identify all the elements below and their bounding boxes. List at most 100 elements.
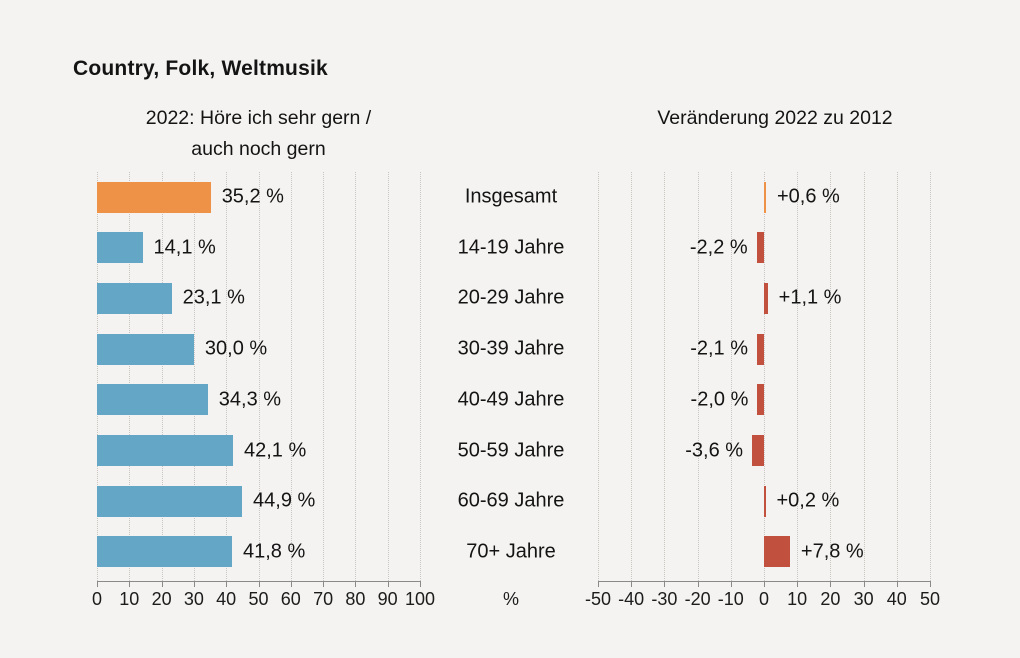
- axis-tick-label: 20: [151, 589, 172, 609]
- category-label: Insgesamt: [464, 185, 558, 208]
- axis-tick: [598, 581, 599, 587]
- gridline: [129, 172, 131, 581]
- gridline: [896, 172, 898, 581]
- bar-value-label: -2,1 %: [690, 337, 749, 360]
- gridline: [697, 172, 699, 581]
- axis-tick: [97, 581, 98, 587]
- bar-value-label: 42,1 %: [243, 439, 307, 462]
- bar: [97, 384, 208, 416]
- gridline: [387, 172, 389, 581]
- axis-tick: [129, 581, 131, 587]
- gridline: [290, 172, 292, 581]
- axis-tick-label: 50: [248, 589, 269, 609]
- bar: [756, 232, 764, 264]
- gridline: [97, 172, 98, 581]
- category-label: 70+ Jahre: [466, 540, 556, 563]
- gridline: [863, 172, 865, 581]
- left-chart-subtitle: 2022: Höre ich sehr gern / auch noch ger…: [97, 103, 420, 165]
- bar: [97, 333, 194, 365]
- category-label: 40-49 Jahre: [457, 388, 565, 411]
- bar-value-label: +7,8 %: [800, 540, 864, 563]
- axis-tick: [697, 581, 699, 587]
- bar: [97, 435, 233, 467]
- bar: [764, 485, 766, 517]
- axis-tick: [631, 581, 633, 587]
- axis-tick: [290, 581, 292, 587]
- axis-tick: [387, 581, 389, 587]
- axis-tick: [930, 581, 931, 587]
- bar-value-label: +0,6 %: [776, 185, 840, 208]
- axis-tick: [355, 581, 357, 587]
- chart-title: Country, Folk, Weltmusik: [73, 57, 328, 80]
- axis-tick-label: 0: [758, 589, 770, 609]
- bar: [97, 232, 143, 264]
- bar-value-label: 23,1 %: [182, 286, 245, 309]
- axis-tick: [797, 581, 799, 587]
- axis-tick-label: -40: [618, 589, 645, 609]
- gridline: [730, 172, 732, 581]
- axis-unit-label: %: [502, 589, 520, 609]
- category-label: 20-29 Jahre: [457, 286, 565, 309]
- bar-value-label: -3,6 %: [685, 439, 744, 462]
- bar-value-label: +0,2 %: [776, 489, 840, 512]
- category-label: 14-19 Jahre: [457, 236, 565, 259]
- axis-tick: [830, 581, 832, 587]
- gridline: [355, 172, 357, 581]
- axis-tick-label: 50: [919, 589, 941, 609]
- bar: [764, 536, 790, 568]
- axis-tick-label: -10: [717, 589, 744, 609]
- axis-tick-label: 60: [280, 589, 301, 609]
- axis-tick: [863, 581, 865, 587]
- gridline: [193, 172, 195, 581]
- axis-tick-label: 80: [345, 589, 366, 609]
- bar: [97, 536, 232, 568]
- axis-tick-label: 90: [377, 589, 398, 609]
- axis-tick: [730, 581, 732, 587]
- axis-tick-label: 40: [216, 589, 237, 609]
- gridline: [764, 172, 765, 581]
- left-chart-subtitle-line2: auch noch gern: [191, 138, 326, 160]
- category-label: 60-69 Jahre: [457, 489, 565, 512]
- gridline: [323, 172, 325, 581]
- axis-tick-label: -50: [584, 589, 612, 609]
- bar-value-label: -2,0 %: [690, 388, 749, 411]
- x-axis-line: [598, 581, 930, 582]
- bar-value-label: 30,0 %: [204, 337, 268, 360]
- gridline: [631, 172, 633, 581]
- axis-tick: [161, 581, 163, 587]
- bar-value-label: 14,1 %: [153, 236, 216, 259]
- gridline: [420, 172, 421, 581]
- axis-tick-label: 0: [91, 589, 103, 609]
- bar: [97, 282, 172, 314]
- axis-tick-label: 40: [886, 589, 907, 609]
- axis-tick: [420, 581, 421, 587]
- gridline: [598, 172, 599, 581]
- category-label: 50-59 Jahre: [457, 439, 565, 462]
- right-chart-subtitle: Veränderung 2022 zu 2012: [657, 107, 893, 129]
- bar: [97, 485, 243, 517]
- gridline: [797, 172, 799, 581]
- gridline: [830, 172, 832, 581]
- bar-value-label: 41,8 %: [243, 540, 306, 563]
- gridline: [258, 172, 260, 581]
- gridline: [930, 172, 931, 581]
- axis-tick-label: 30: [183, 589, 204, 609]
- bar-value-label: +1,1 %: [778, 286, 842, 309]
- axis-tick: [764, 581, 765, 587]
- axis-tick: [226, 581, 228, 587]
- left-chart-subtitle-line1: 2022: Höre ich sehr gern /: [145, 107, 372, 129]
- axis-tick: [258, 581, 260, 587]
- axis-tick-label: 30: [853, 589, 874, 609]
- axis-tick-label: 20: [820, 589, 841, 609]
- axis-tick-label: 70: [313, 589, 334, 609]
- axis-tick-label: 100: [404, 589, 436, 609]
- bar: [764, 282, 768, 314]
- gridline: [664, 172, 666, 581]
- axis-tick: [664, 581, 666, 587]
- bar: [757, 384, 764, 416]
- category-label: 30-39 Jahre: [457, 337, 565, 360]
- bar: [752, 435, 764, 467]
- axis-tick: [323, 581, 325, 587]
- bar: [97, 181, 211, 213]
